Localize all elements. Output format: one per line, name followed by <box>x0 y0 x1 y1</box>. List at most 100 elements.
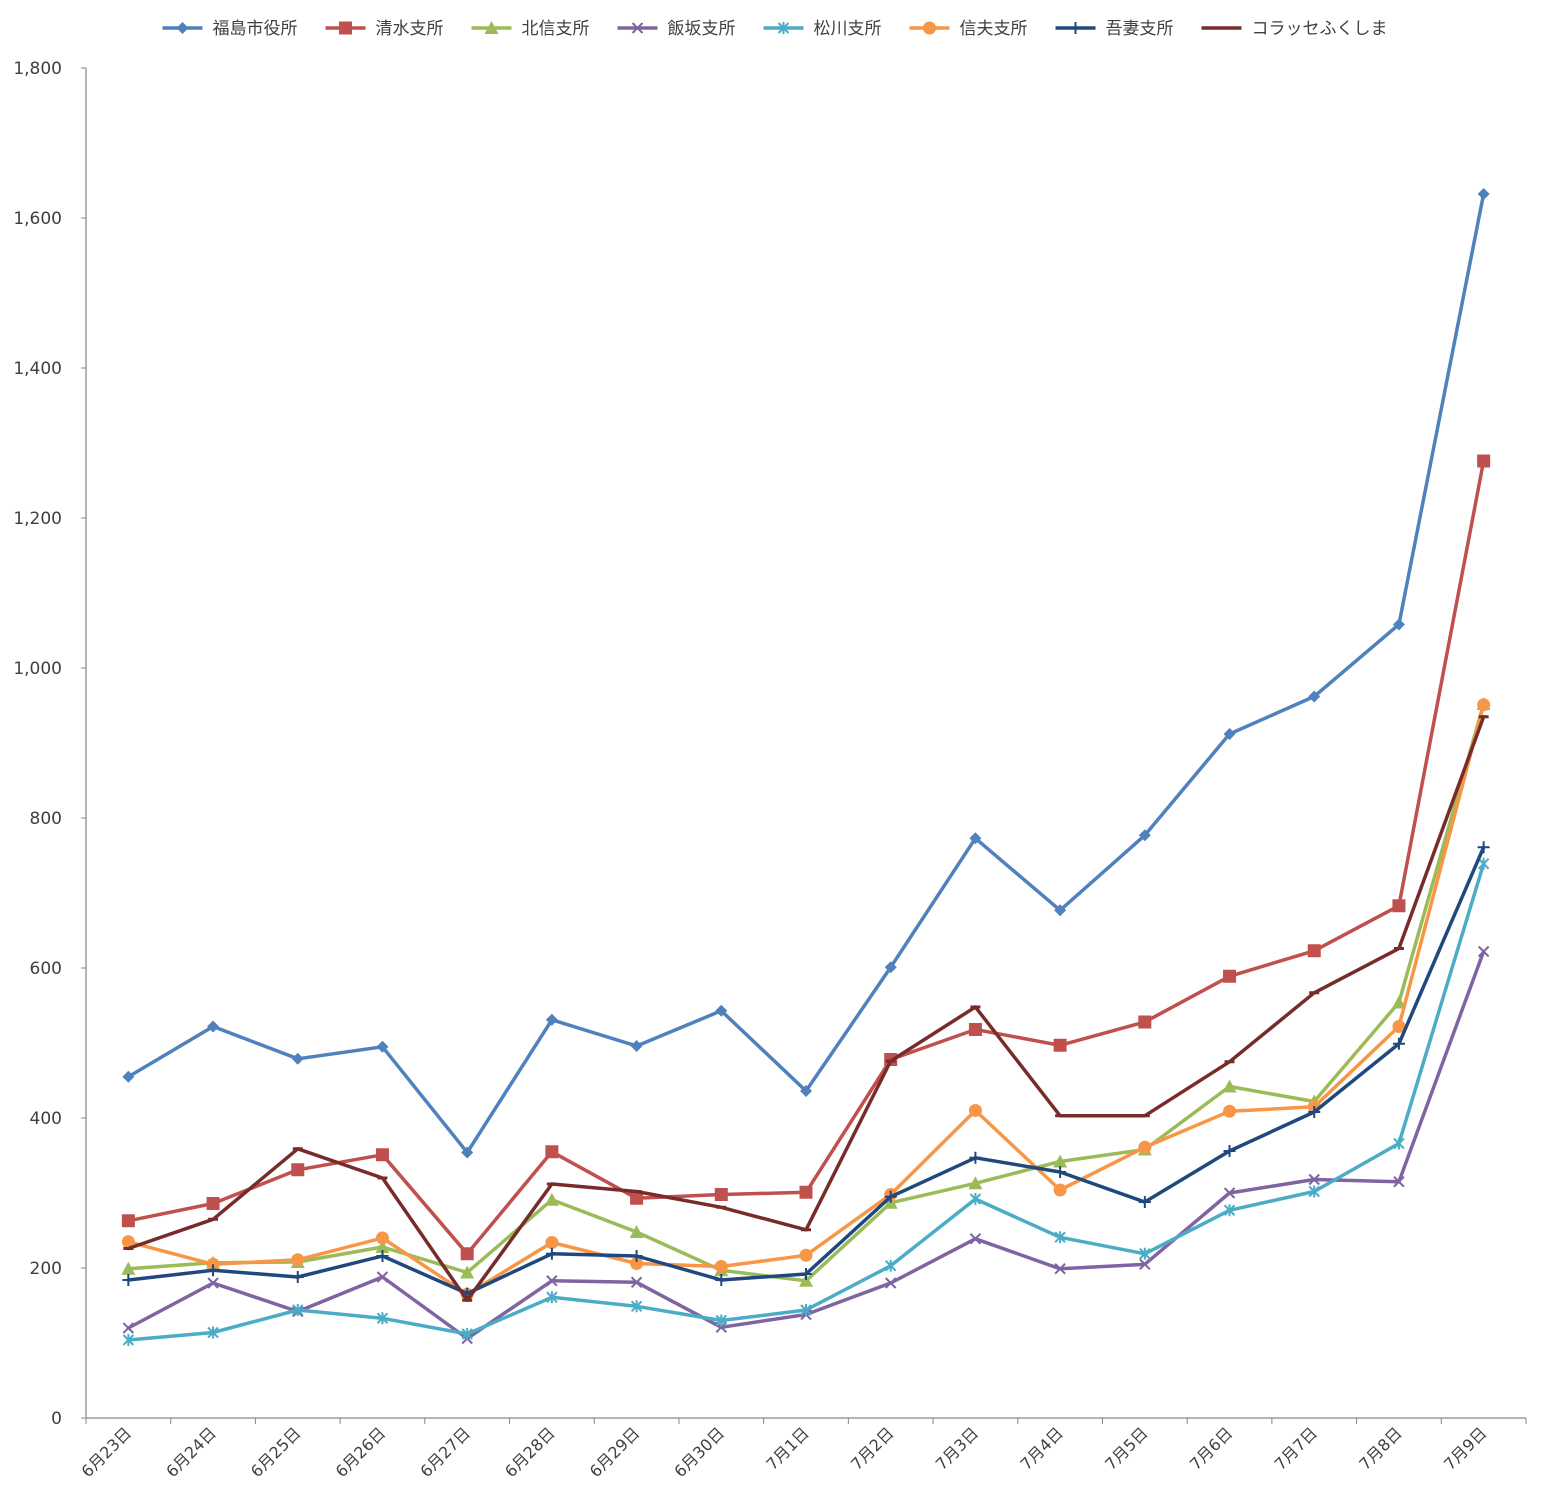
data-point <box>1308 1173 1320 1186</box>
data-point <box>1222 1079 1237 1093</box>
data-point <box>291 1052 304 1065</box>
data-point <box>1392 899 1406 913</box>
x-tick-label: 6月27日 <box>416 1423 474 1481</box>
legend-label: 吾妻支所 <box>1106 19 1174 39</box>
legend-label: コラッセふくしま <box>1252 19 1388 39</box>
data-point <box>1393 1176 1405 1188</box>
series-layer <box>121 188 1491 1346</box>
x-tick-label: 6月30日 <box>670 1423 728 1481</box>
data-point <box>460 1265 475 1279</box>
legend-item: 吾妻支所 <box>1055 19 1174 39</box>
legend-marker <box>176 22 189 34</box>
data-point <box>715 1314 728 1327</box>
data-point <box>461 1328 473 1340</box>
data-point <box>1223 1187 1236 1199</box>
legend-marker <box>631 22 644 34</box>
data-point <box>715 1274 728 1286</box>
data-point <box>207 1277 219 1289</box>
series-line <box>126 192 1486 1155</box>
legend-item: 信夫支所 <box>909 19 1028 39</box>
data-point <box>1138 829 1151 842</box>
data-point <box>376 1250 389 1262</box>
data-point <box>1477 857 1490 870</box>
x-tick-label: 7月3日 <box>932 1423 982 1473</box>
data-point <box>545 1236 559 1249</box>
legend-label: 北信支所 <box>522 19 590 39</box>
data-point <box>630 1257 644 1270</box>
data-point <box>207 1326 219 1339</box>
x-tick-label: 7月5日 <box>1101 1423 1151 1473</box>
y-tick-label: 400 <box>30 1109 62 1129</box>
data-point <box>630 1276 643 1288</box>
data-point <box>1223 969 1237 983</box>
data-point <box>376 1312 389 1325</box>
series-4 <box>122 857 1490 1346</box>
data-point <box>969 1233 982 1245</box>
data-point <box>884 1277 897 1289</box>
data-point <box>1307 944 1321 958</box>
data-point <box>1054 1231 1066 1244</box>
y-tick-label: 1,400 <box>13 359 62 379</box>
data-point <box>969 1151 982 1164</box>
data-point <box>968 1176 983 1190</box>
data-point <box>1392 1037 1405 1050</box>
data-point <box>1053 1154 1068 1168</box>
data-point <box>544 1192 559 1206</box>
data-point <box>714 1260 728 1273</box>
data-point <box>629 1225 644 1238</box>
legend-label: 清水支所 <box>376 19 444 39</box>
data-point <box>1477 841 1490 854</box>
series-line <box>126 459 1486 1256</box>
legend-item: 松川支所 <box>763 19 882 39</box>
data-point <box>1308 1106 1321 1118</box>
legend-marker <box>1069 22 1082 34</box>
x-tick-label: 7月6日 <box>1186 1423 1236 1473</box>
data-point <box>1477 698 1491 712</box>
data-point <box>546 1291 558 1304</box>
data-point <box>375 1240 390 1253</box>
x-tick-label: 7月1日 <box>762 1423 812 1473</box>
data-point <box>1138 1196 1151 1208</box>
data-point <box>207 1264 220 1277</box>
data-point <box>1223 728 1236 740</box>
legend-marker <box>777 22 790 34</box>
x-tick-label: 7月8日 <box>1355 1423 1405 1473</box>
data-point <box>1391 995 1406 1009</box>
x-tick-label: 6月28日 <box>501 1423 559 1481</box>
data-point <box>376 1271 389 1283</box>
legend: 福島市役所 清水支所 北信支所 飯坂支所 松川支所 信夫支所 吾妻支所 コラッセふくしま <box>162 19 1388 39</box>
data-point <box>460 1247 474 1261</box>
data-point <box>968 1104 982 1117</box>
y-tick-label: 1,600 <box>13 209 62 229</box>
y-tick-label: 800 <box>30 809 62 829</box>
x-tick-label: 7月7日 <box>1271 1423 1321 1473</box>
legend-label: 福島市役所 <box>213 19 298 39</box>
legend-marker <box>923 21 936 35</box>
y-tick-label: 1,200 <box>13 509 62 529</box>
data-point <box>800 1085 812 1097</box>
x-tick-label: 7月9日 <box>1440 1423 1490 1473</box>
data-point <box>969 1193 982 1205</box>
y-tick-label: 1,800 <box>13 59 62 79</box>
data-point <box>122 1274 135 1286</box>
data-point <box>1477 188 1490 200</box>
data-point <box>291 1253 305 1267</box>
data-point <box>1392 1020 1406 1033</box>
data-point <box>375 1231 389 1245</box>
data-point <box>1138 1015 1152 1029</box>
y-tick-label: 1,000 <box>13 659 62 679</box>
data-point <box>969 832 982 845</box>
data-point <box>884 1259 897 1272</box>
data-point <box>884 1190 897 1203</box>
data-point <box>122 1322 135 1334</box>
x-tick-label: 7月2日 <box>847 1423 897 1473</box>
series-line <box>126 703 1486 1297</box>
series-5 <box>121 698 1491 1301</box>
data-point <box>630 1040 643 1052</box>
series-1 <box>121 454 1491 1261</box>
data-point <box>375 1148 389 1162</box>
legend-item: 飯坂支所 <box>617 19 736 39</box>
data-point <box>1477 945 1490 958</box>
legend-item: 北信支所 <box>471 19 590 39</box>
